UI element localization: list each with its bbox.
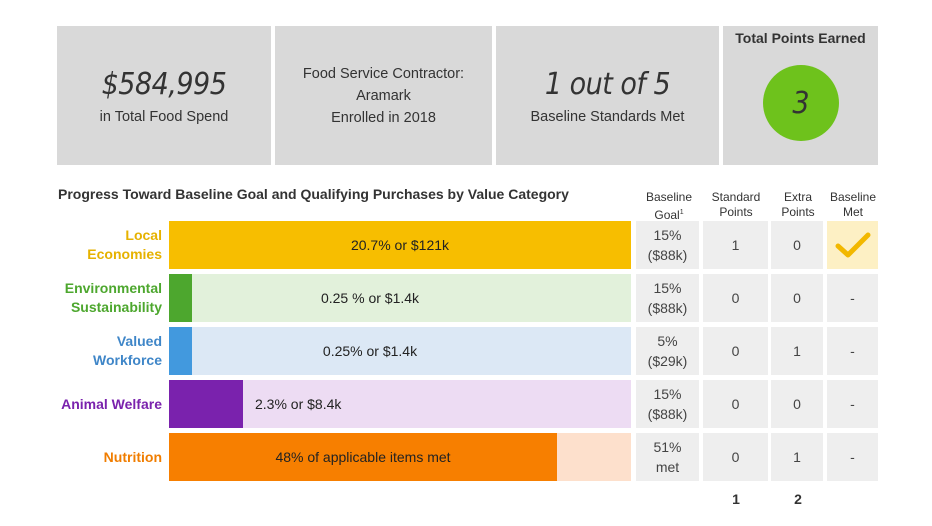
- row-label-text: Nutrition: [104, 448, 162, 467]
- standards-met-value: 1 out of 5: [544, 66, 671, 102]
- col-head-baseline-goal: Baseline Goal1: [636, 190, 702, 223]
- bar-background: [169, 274, 631, 322]
- baseline-goal-line2: ($88k): [647, 247, 688, 263]
- bar: [169, 380, 243, 428]
- col-head-std-line1: Standard: [711, 190, 761, 204]
- baseline-goal-cell: 5% ($29k): [636, 327, 699, 375]
- baseline-goal-line2: ($29k): [647, 353, 688, 369]
- standard-points-cell: 0: [703, 380, 768, 428]
- baseline-goal-cell: 15% ($88k): [636, 274, 699, 322]
- row-label-line2: Economies: [87, 246, 162, 262]
- total-spend-label: in Total Food Spend: [99, 108, 229, 125]
- standards-met-label: Baseline Standards Met: [530, 108, 685, 125]
- row-label-line1: Valued: [116, 333, 162, 349]
- bar-label: 0.25% or $1.4k: [322, 343, 418, 359]
- baseline-goal-line1: 51%: [653, 439, 682, 455]
- standards-met-card: 1 out of 5 Baseline Standards Met: [496, 26, 719, 165]
- row-label: Nutrition: [40, 433, 162, 481]
- total-spend-card: $584,995 in Total Food Spend: [57, 26, 271, 165]
- col-head-extra-line1: Extra: [783, 190, 812, 204]
- col-head-goal-line2: Goal1: [636, 205, 702, 223]
- row-label-line1: Environmental: [64, 280, 162, 296]
- baseline-goal-cell: 15% ($88k): [636, 221, 699, 269]
- standard-points-cell: 0: [703, 433, 768, 481]
- col-head-met-line2: Met: [842, 205, 863, 219]
- col-head-std-line2: Points: [719, 205, 753, 219]
- row-label-text: Animal Welfare: [61, 395, 162, 414]
- contractor-card: Food Service Contractor: Aramark Enrolle…: [275, 26, 492, 165]
- standard-points-cell: 1: [703, 221, 768, 269]
- baseline-goal-value: 15% ($88k): [648, 278, 688, 318]
- bar-background: [169, 380, 631, 428]
- bar: [169, 274, 192, 322]
- standard-points-cell: 0: [703, 327, 768, 375]
- bar-label: 2.3% or $8.4k: [255, 396, 342, 412]
- bar-label: 20.7% or $121k: [350, 237, 450, 253]
- baseline-goal-value: 15% ($88k): [648, 225, 688, 265]
- chart-title: Progress Toward Baseline Goal and Qualif…: [58, 186, 569, 202]
- bar: [169, 221, 631, 269]
- row-label-line2: Workforce: [93, 352, 162, 368]
- col-head-met-line1: Baseline: [829, 190, 877, 204]
- col-head-extra-points: Extra Points: [771, 190, 825, 220]
- checkmark-icon: [835, 232, 870, 258]
- baseline-goal-value: 5% ($29k): [648, 331, 688, 371]
- extra-points-cell: 1: [771, 433, 823, 481]
- baseline-goal-line1: 5%: [657, 333, 678, 349]
- row-label: Environmental Sustainability: [40, 274, 162, 322]
- baseline-goal-cell: 51% met: [636, 433, 699, 481]
- row-label: Animal Welfare: [40, 380, 162, 428]
- footnote-marker: 1: [679, 209, 684, 216]
- bar-label: 48% of applicable items met: [275, 449, 451, 465]
- row-label-line2: Sustainability: [70, 299, 162, 315]
- row-label-text: Environmental Sustainability: [65, 279, 162, 317]
- baseline-goal-line2: met: [655, 459, 680, 475]
- col-head-standard-points: Standard Points: [703, 190, 769, 220]
- baseline-met-cell: -: [827, 433, 878, 481]
- bar: [169, 327, 192, 375]
- baseline-goal-line2: ($88k): [647, 300, 688, 316]
- baseline-met-cell: [827, 221, 878, 269]
- baseline-goal-value: 15% ($88k): [648, 384, 688, 424]
- standard-points-cell: 0: [703, 274, 768, 322]
- extra-points-cell: 0: [771, 274, 823, 322]
- row-label-text: Valued Workforce: [93, 332, 162, 370]
- total-points-circle: 3: [763, 65, 839, 141]
- row-label-line1: Local: [125, 227, 162, 243]
- baseline-goal-line2: ($88k): [647, 406, 688, 422]
- baseline-goal-value: 51% met: [653, 437, 681, 477]
- row-label-line2: Animal Welfare: [61, 395, 162, 412]
- col-head-extra-line2: Points: [781, 205, 815, 219]
- col-head-goal-line1: Baseline: [645, 190, 693, 204]
- contractor-line-2: Aramark: [356, 87, 411, 104]
- contractor-line-3: Enrolled in 2018: [331, 109, 436, 126]
- bar-background: [169, 327, 631, 375]
- extra-points-cell: 0: [771, 221, 823, 269]
- total-points-title: Total Points Earned: [735, 30, 866, 46]
- total-standard-points: 1: [732, 491, 740, 507]
- total-points-card: Total Points Earned 3: [723, 26, 878, 165]
- extra-points-cell: 1: [771, 327, 823, 375]
- col-head-goal-text: Goal: [654, 208, 680, 222]
- baseline-goal-cell: 15% ($88k): [636, 380, 699, 428]
- row-label: Valued Workforce: [40, 327, 162, 375]
- baseline-met-cell: -: [827, 327, 878, 375]
- bar-label: 0.25 % or $1.4k: [320, 290, 420, 306]
- row-label: Local Economies: [40, 221, 162, 269]
- total-extra-points: 2: [794, 491, 802, 507]
- row-label-text: Local Economies: [87, 226, 162, 264]
- total-spend-value: $584,995: [101, 66, 227, 102]
- baseline-goal-line1: 15%: [653, 386, 682, 402]
- bar: [169, 433, 557, 481]
- contractor-line-1: Food Service Contractor:: [302, 65, 465, 82]
- baseline-met-cell: -: [827, 380, 878, 428]
- col-head-baseline-met: Baseline Met: [827, 190, 879, 220]
- baseline-goal-line1: 15%: [653, 227, 682, 243]
- baseline-goal-line1: 15%: [653, 280, 682, 296]
- extra-points-cell: 0: [771, 380, 823, 428]
- row-label-line2: Nutrition: [103, 448, 162, 465]
- baseline-met-cell: -: [827, 274, 878, 322]
